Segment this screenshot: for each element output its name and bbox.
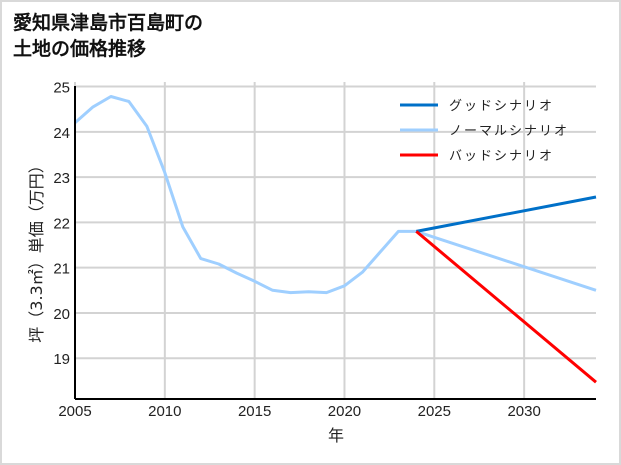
tick-labels: 19 20 21 22 23 24 25 2005 2010 2015 2020 2025 2030 bbox=[53, 80, 541, 420]
axes bbox=[74, 86, 596, 400]
y-tick-label: 19 bbox=[53, 351, 70, 368]
y-tick-label: 20 bbox=[53, 306, 70, 323]
x-tick-label: 2020 bbox=[328, 403, 361, 420]
grid-lines bbox=[74, 82, 596, 399]
title-line-1: 愛知県津島市百島町の bbox=[13, 12, 204, 34]
x-tick-label: 2005 bbox=[58, 403, 91, 420]
chart-title: 愛知県津島市百島町の 土地の価格推移 bbox=[13, 10, 203, 62]
y-tick-label: 24 bbox=[53, 125, 70, 142]
series-line bbox=[416, 195, 597, 233]
y-tick-label: 23 bbox=[53, 170, 70, 187]
legend-label: ノーマルシナリオ bbox=[449, 124, 569, 139]
y-tick-label: 22 bbox=[53, 215, 70, 232]
x-tick-label: 2015 bbox=[238, 403, 271, 420]
series-line bbox=[74, 95, 597, 295]
legend-swatch bbox=[400, 153, 438, 157]
series-lines bbox=[74, 95, 597, 384]
legend-swatch bbox=[400, 128, 438, 132]
legend-swatch bbox=[400, 103, 438, 107]
x-tick-label: 2030 bbox=[507, 403, 540, 420]
x-tick-label: 2010 bbox=[148, 403, 181, 420]
legend-label: グッドシナリオ bbox=[449, 99, 554, 114]
title-line-2: 土地の価格推移 bbox=[13, 38, 147, 60]
series-line bbox=[415, 230, 597, 384]
x-axis-title: 年 bbox=[328, 426, 344, 445]
y-tick-label: 25 bbox=[53, 80, 70, 97]
y-tick-label: 21 bbox=[53, 261, 70, 278]
y-axis-title: 坪（3.3㎡）単価（万円） bbox=[27, 157, 46, 342]
x-tick-label: 2025 bbox=[418, 403, 451, 420]
legend-label: バッドシナリオ bbox=[449, 149, 554, 164]
